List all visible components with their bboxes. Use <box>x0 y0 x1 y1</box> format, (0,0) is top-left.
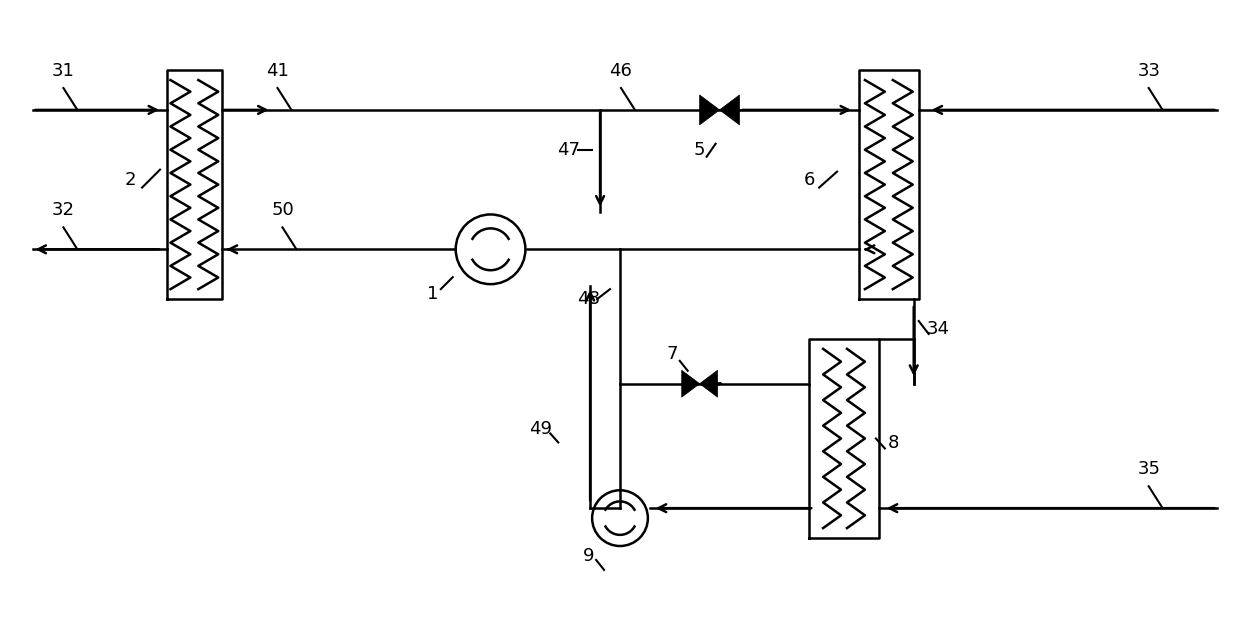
Text: 41: 41 <box>267 62 289 80</box>
Polygon shape <box>719 95 739 125</box>
Text: 2: 2 <box>124 171 136 189</box>
Polygon shape <box>699 370 718 397</box>
Text: 9: 9 <box>583 547 594 565</box>
Text: 31: 31 <box>52 62 74 80</box>
Text: 5: 5 <box>694 141 706 158</box>
Text: 1: 1 <box>427 285 439 303</box>
Text: 49: 49 <box>528 420 552 438</box>
Text: 33: 33 <box>1137 62 1161 80</box>
Polygon shape <box>682 370 699 397</box>
Polygon shape <box>699 95 719 125</box>
Text: 46: 46 <box>610 62 632 80</box>
Text: 32: 32 <box>52 201 74 219</box>
Text: 34: 34 <box>928 320 950 338</box>
Text: 47: 47 <box>557 141 580 158</box>
Text: 35: 35 <box>1137 460 1161 479</box>
Text: 6: 6 <box>804 171 815 189</box>
Text: 48: 48 <box>577 290 600 308</box>
Text: 7: 7 <box>666 345 677 363</box>
Text: 50: 50 <box>272 201 294 219</box>
Text: 8: 8 <box>888 435 899 452</box>
